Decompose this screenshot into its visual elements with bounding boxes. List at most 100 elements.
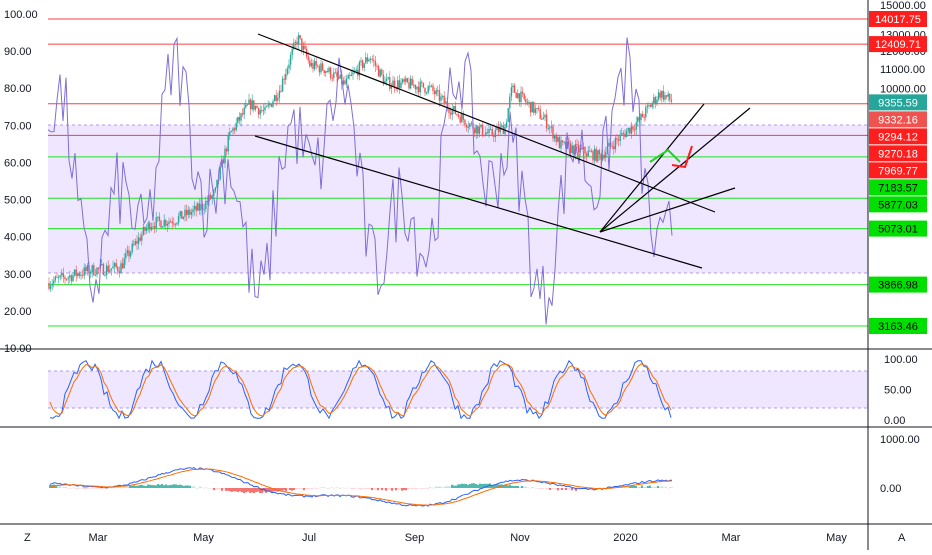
stochastic-axis-tick: 0.00 xyxy=(884,415,905,427)
candle-body xyxy=(203,209,205,211)
candle-body xyxy=(481,124,484,136)
candle xyxy=(51,279,53,291)
candle-body xyxy=(349,75,351,77)
price-level-tag: 9332.16 xyxy=(869,111,927,128)
macd-histogram-bar xyxy=(423,488,425,489)
macd-histogram-bar xyxy=(327,488,329,489)
price-level-tag-bg xyxy=(869,10,927,27)
macd-histogram-bar xyxy=(81,488,83,489)
price-level-tag: 9294.12 xyxy=(869,128,927,145)
candle-body xyxy=(473,128,476,134)
candle-body xyxy=(416,86,418,90)
candle xyxy=(576,138,578,150)
candle-body xyxy=(257,108,260,115)
candle xyxy=(349,72,351,80)
candle-body xyxy=(662,90,665,100)
candle xyxy=(483,134,485,137)
candle-body xyxy=(477,125,479,134)
macd-histogram-bar xyxy=(629,485,631,488)
macd-histogram-bar xyxy=(205,487,207,488)
macd-histogram-bar xyxy=(421,488,423,490)
candle-body xyxy=(224,148,226,164)
time-axis[interactable]: Mar May Jul Sep Nov 2020 Mar May xyxy=(89,532,848,544)
macd-histogram-bar xyxy=(403,488,405,491)
corner-left-label[interactable]: Z xyxy=(24,532,31,544)
candle-body xyxy=(113,263,116,267)
candle xyxy=(467,121,469,133)
candle xyxy=(115,258,117,269)
candle-body xyxy=(665,95,668,97)
candle-body xyxy=(289,54,292,65)
candle-body xyxy=(285,73,287,80)
macd-histogram-bar xyxy=(151,485,153,488)
candle-body xyxy=(69,275,71,278)
candle-body xyxy=(73,269,76,275)
macd-histogram-bar xyxy=(671,487,673,488)
candle xyxy=(96,266,98,278)
macd-histogram-bar xyxy=(443,487,445,488)
macd-histogram-bar xyxy=(185,485,187,488)
candle xyxy=(469,122,471,130)
candle-body xyxy=(109,269,111,272)
candle xyxy=(361,59,364,71)
candle-body xyxy=(245,104,247,108)
candle-body xyxy=(627,127,629,131)
candle-body xyxy=(462,113,465,120)
main-price-pane[interactable]: 10.0020.0030.0040.0050.0060.0070.0080.00… xyxy=(4,9,868,355)
macd-histogram-bar xyxy=(493,484,495,488)
candle xyxy=(222,155,225,164)
candle xyxy=(153,221,156,234)
candle xyxy=(406,77,409,84)
candle-body xyxy=(307,56,309,61)
candle xyxy=(313,57,316,72)
macd-histogram-bar xyxy=(303,488,305,491)
candle xyxy=(331,74,333,82)
time-axis-tick: Nov xyxy=(510,532,530,544)
macd-histogram-bar xyxy=(73,487,75,489)
candle xyxy=(53,276,55,288)
candle-body xyxy=(592,151,594,161)
macd-histogram-bar xyxy=(149,484,151,488)
macd-histogram-bar xyxy=(639,486,641,488)
candle-body xyxy=(89,272,92,274)
candle xyxy=(113,261,116,273)
macd-histogram-bar xyxy=(167,485,169,488)
macd-histogram-bar xyxy=(215,488,217,490)
rsi-band-fill xyxy=(48,125,868,273)
candle-body xyxy=(497,126,500,133)
candle xyxy=(198,197,201,215)
candle-body xyxy=(197,203,199,211)
macd-histogram-bar xyxy=(183,485,185,488)
candle-body xyxy=(403,79,405,82)
macd-histogram-bar xyxy=(287,488,289,490)
candle-body xyxy=(165,219,167,226)
candle-body xyxy=(150,226,153,230)
macd-histogram-bar xyxy=(663,487,665,489)
macd-histogram-bar xyxy=(571,488,573,491)
macd-histogram-bar xyxy=(257,488,259,492)
macd-pane[interactable] xyxy=(49,467,673,507)
candle-body xyxy=(142,226,145,235)
candle xyxy=(555,132,557,146)
candle-body xyxy=(299,35,301,39)
stochastic-axis: 100.00 50.00 0.00 xyxy=(884,354,918,427)
time-axis-tick: 2020 xyxy=(613,532,637,544)
candle xyxy=(112,260,114,269)
macd-histogram-bar xyxy=(461,483,463,488)
corner-right-label[interactable]: A xyxy=(898,532,906,544)
candle-body xyxy=(603,154,605,158)
candle xyxy=(152,222,154,230)
candle xyxy=(601,148,604,162)
price-level-tag-bg xyxy=(869,220,927,237)
candle xyxy=(376,63,378,71)
macd-histogram-bar xyxy=(511,485,513,488)
stochastic-axis-tick: 100.00 xyxy=(884,354,918,366)
candle-body xyxy=(153,226,156,229)
macd-histogram-bar xyxy=(61,487,63,489)
macd-histogram-bar xyxy=(123,486,125,488)
candle-body xyxy=(566,141,569,149)
stochastic-pane[interactable] xyxy=(48,359,868,420)
candle xyxy=(409,75,412,90)
